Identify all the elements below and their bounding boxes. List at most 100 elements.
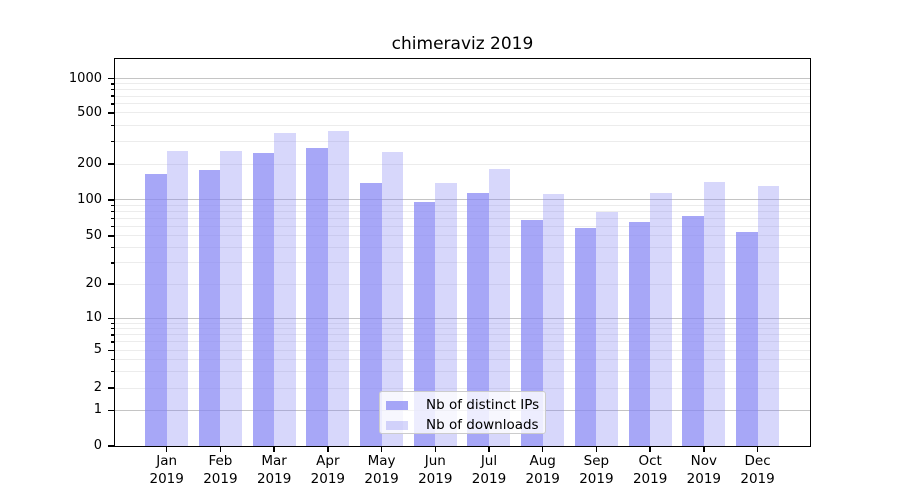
y-tick-mark [108, 77, 115, 80]
bar-downloads-dec [757, 185, 780, 446]
bar-distinct-ips-may [360, 182, 382, 446]
x-tick-label-jun: Jun 2019 [418, 453, 453, 487]
y-minor-tick-mark [111, 83, 115, 85]
x-tick-label-sep: Sep 2019 [579, 453, 614, 487]
y-minor-tick-mark [111, 327, 115, 330]
x-tick-mark [273, 446, 275, 452]
minor-gridline [115, 217, 810, 219]
x-tick-mark [595, 446, 598, 452]
y-tick-label: 20 [85, 276, 102, 292]
bar-distinct-ips-jul [467, 193, 489, 446]
y-minor-tick-mark [111, 103, 115, 105]
minor-gridline [115, 341, 810, 343]
minor-gridline [115, 262, 810, 264]
y-minor-tick-mark [111, 370, 115, 373]
x-tick-label-dec: Dec 2019 [740, 453, 775, 487]
minor-gridline [115, 358, 810, 360]
minor-gridline [115, 283, 810, 285]
minor-gridline [115, 163, 810, 165]
x-tick-mark [380, 446, 383, 452]
bar-distinct-ips-sep [574, 228, 597, 446]
minor-gridline [115, 334, 810, 336]
minor-gridline [115, 349, 810, 351]
y-minor-tick-mark [111, 246, 115, 249]
x-tick-label-may: May 2019 [364, 453, 399, 487]
x-tick-mark [488, 446, 490, 452]
minor-gridline [115, 247, 810, 249]
y-minor-tick-mark [111, 124, 115, 127]
bar-downloads-nov [703, 181, 726, 446]
minor-gridline [115, 387, 810, 389]
y-tick-mark [108, 445, 115, 447]
y-tick-label: 2 [93, 380, 102, 396]
y-minor-tick-mark [111, 95, 115, 97]
y-tick-mark [108, 387, 115, 389]
minor-gridline [115, 370, 810, 372]
y-minor-tick-mark [111, 262, 115, 264]
major-gridline [115, 199, 810, 201]
minor-gridline [115, 124, 810, 126]
bar-distinct-ips-jan [145, 174, 167, 446]
y-tick-mark [108, 163, 115, 165]
bar-downloads-jul [488, 168, 511, 446]
legend: Nb of distinct IPs Nb of downloads [379, 391, 546, 434]
bar-downloads-apr [327, 131, 350, 446]
bar-downloads-may [381, 152, 404, 446]
chart-title: chimeraviz 2019 [391, 34, 534, 54]
y-minor-tick-mark [111, 322, 115, 325]
y-tick-mark [108, 199, 115, 201]
bar-downloads-oct [650, 193, 672, 446]
minor-gridline [115, 204, 810, 206]
bar-distinct-ips-mar [252, 152, 275, 446]
y-tick-label: 100 [77, 191, 102, 207]
y-minor-tick-mark [111, 358, 115, 361]
x-tick-label-apr: Apr 2019 [310, 453, 346, 487]
x-tick-mark [434, 446, 437, 452]
bar-downloads-jan [166, 150, 189, 446]
legend-entry-downloads: Nb of downloads [386, 417, 545, 433]
y-tick-label: 200 [77, 156, 102, 172]
y-tick-label: 10 [85, 310, 102, 326]
y-tick-label: 1 [93, 402, 102, 418]
y-minor-tick-mark [111, 210, 115, 213]
x-tick-mark [756, 446, 759, 452]
y-minor-tick-mark [111, 225, 115, 228]
y-tick-mark [108, 235, 115, 237]
bar-downloads-mar [274, 132, 296, 446]
y-minor-tick-mark [111, 341, 115, 343]
bar-distinct-ips-aug [521, 219, 543, 446]
bar-distinct-ips-nov [682, 215, 704, 446]
x-tick-label-jul: Jul 2019 [471, 453, 507, 487]
bar-distinct-ips-dec [736, 231, 758, 446]
x-tick-label-nov: Nov 2019 [686, 453, 722, 487]
x-tick-label-feb: Feb 2019 [203, 453, 238, 487]
y-minor-tick-mark [111, 217, 115, 220]
y-tick-label: 1000 [68, 70, 102, 86]
minor-gridline [115, 89, 810, 91]
y-tick-label: 500 [77, 104, 102, 120]
y-tick-mark [108, 317, 115, 320]
minor-gridline [115, 328, 810, 330]
x-tick-label-jan: Jan 2019 [149, 453, 184, 487]
y-tick-label: 0 [93, 438, 102, 453]
y-minor-tick-mark [111, 88, 115, 91]
legend-swatch-downloads [386, 420, 408, 430]
minor-gridline [115, 322, 810, 324]
minor-gridline [115, 225, 810, 227]
x-tick-label-mar: Mar 2019 [256, 453, 292, 487]
legend-label-distinct-ips: Nb of distinct IPs [426, 397, 540, 413]
y-tick-mark [108, 112, 115, 114]
minor-gridline [115, 112, 810, 114]
minor-gridline [115, 103, 810, 105]
bar-distinct-ips-jun [413, 202, 436, 446]
minor-gridline [115, 210, 810, 212]
legend-swatch-distinct-ips [386, 400, 408, 410]
x-tick-mark [219, 446, 222, 452]
y-minor-tick-mark [111, 204, 115, 207]
bar-distinct-ips-feb [198, 169, 221, 446]
legend-label-downloads: Nb of downloads [426, 417, 539, 433]
minor-gridline [115, 235, 810, 237]
bar-downloads-sep [596, 211, 618, 446]
y-tick-mark [108, 283, 115, 285]
x-tick-mark [541, 446, 544, 452]
